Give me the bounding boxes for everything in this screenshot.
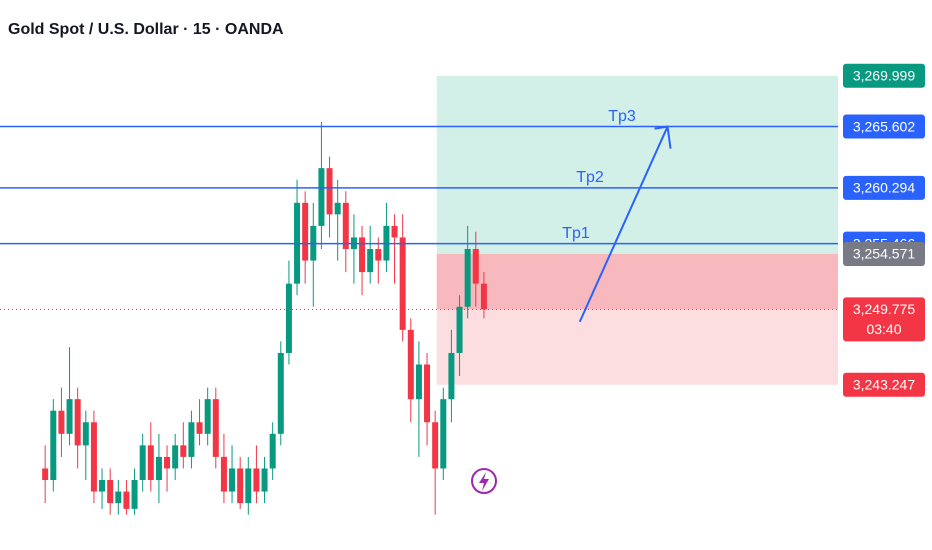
candle-body xyxy=(237,468,244,504)
candle-body xyxy=(196,422,203,434)
candle-body xyxy=(456,306,463,353)
candle-body xyxy=(424,364,431,423)
candle-body xyxy=(415,364,422,400)
candle-body xyxy=(42,468,49,481)
price-label: 3,254.571 xyxy=(853,246,915,262)
candle-body xyxy=(302,202,309,261)
price-label: 3,269.999 xyxy=(853,67,915,83)
level-label: Tp1 xyxy=(562,225,590,242)
chart-title: Gold Spot / U.S. Dollar · 15 · OANDA xyxy=(8,21,284,38)
candle-body xyxy=(375,249,382,261)
candle-body xyxy=(342,202,349,250)
candle-body xyxy=(229,468,236,492)
candle-body xyxy=(220,456,227,492)
candle-body xyxy=(50,410,57,481)
axes: 3,269.9993,265.6023,260.2943,255.4663,25… xyxy=(843,63,925,397)
candle-body xyxy=(164,456,171,469)
candle-body xyxy=(107,480,114,504)
candle-body xyxy=(253,468,260,492)
candle-body xyxy=(261,468,268,492)
price-label-box xyxy=(843,175,925,200)
target-zone xyxy=(436,75,838,254)
candle-body xyxy=(123,491,130,509)
candles xyxy=(42,121,487,515)
candle-body xyxy=(440,399,447,469)
candle-body xyxy=(131,480,138,509)
candle-body xyxy=(399,237,406,330)
countdown: 03:40 xyxy=(866,321,901,337)
candle-body xyxy=(472,249,479,284)
candle-body xyxy=(367,249,374,273)
candle-body xyxy=(90,422,97,492)
level-label: Tp3 xyxy=(608,108,636,125)
candle-body xyxy=(269,433,276,469)
candle-body xyxy=(74,399,81,446)
price-label-box xyxy=(843,372,925,397)
candle-body xyxy=(180,445,187,457)
candle-body xyxy=(66,399,73,434)
price-label-box xyxy=(843,297,925,342)
candle-body xyxy=(407,329,414,400)
candle-body xyxy=(245,468,252,504)
candle-body xyxy=(172,445,179,469)
candle-body xyxy=(212,399,219,457)
overlays: Tp3 Tp2 Tp1 xyxy=(0,108,838,323)
candle-body xyxy=(391,225,398,238)
zones xyxy=(436,75,838,385)
candle-body xyxy=(277,352,284,434)
price-label: 3,260.294 xyxy=(853,180,915,196)
candle-body xyxy=(155,456,162,481)
candle-body xyxy=(147,445,154,481)
trend-arrow xyxy=(578,125,672,323)
open-loss-zone xyxy=(436,253,838,310)
candle-body xyxy=(464,249,471,307)
candle-body xyxy=(334,202,341,215)
level-label: Tp2 xyxy=(576,169,604,186)
candle-body xyxy=(326,168,333,215)
price-label: 3,243.247 xyxy=(853,376,915,392)
candle-body xyxy=(480,283,487,310)
price-label: 3,265.602 xyxy=(853,118,915,134)
candle-body xyxy=(318,168,325,226)
price-label-box xyxy=(843,63,925,88)
price-label-box xyxy=(843,114,925,139)
candle-body xyxy=(115,491,122,504)
price-label-box xyxy=(843,241,925,266)
candle-body xyxy=(139,445,146,481)
candle-body xyxy=(99,480,106,492)
candle-body xyxy=(188,422,195,457)
candle-body xyxy=(285,283,292,353)
candle-body xyxy=(432,422,439,469)
candle-body xyxy=(448,352,455,400)
candle-body xyxy=(82,422,89,446)
lightning-icon xyxy=(471,468,497,494)
price-label: 3,249.775 xyxy=(853,301,915,317)
candle-body xyxy=(204,399,211,434)
candle-body xyxy=(58,410,65,434)
candle-body xyxy=(359,237,366,273)
